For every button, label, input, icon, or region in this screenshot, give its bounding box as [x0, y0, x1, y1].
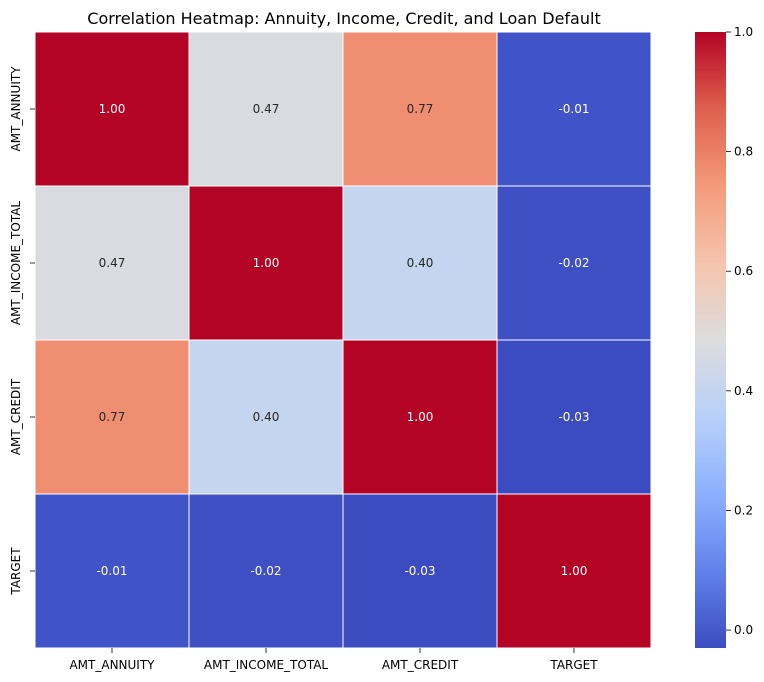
x-axis: AMT_ANNUITY AMT_INCOME_TOTAL AMT_CREDIT TAR… [69, 648, 598, 672]
colorbar-tick-label: 0.6 [734, 264, 753, 278]
cell-value-label: 0.40 [253, 410, 280, 424]
cell-value-label: -0.02 [250, 564, 281, 578]
cell-value-label: -0.01 [558, 102, 589, 116]
x-tick-label: TARGET [549, 658, 598, 672]
heatmap-cell [496, 493, 652, 649]
cell-value-label: -0.03 [558, 410, 589, 424]
cell-value-label: 1.00 [561, 564, 588, 578]
cell-value-label: 0.77 [407, 102, 434, 116]
heatmap-cell [188, 493, 344, 649]
cell-value-label: 0.47 [253, 102, 280, 116]
cell-value-label: -0.02 [558, 256, 589, 270]
colorbar-tick-label: 0.0 [734, 623, 753, 637]
heatmap-cell [188, 31, 344, 187]
heatmap-cell [342, 31, 498, 187]
cell-value-label: 1.00 [253, 256, 280, 270]
heatmap-cell [496, 185, 652, 341]
cell-value-label: 0.77 [99, 410, 126, 424]
heatmap-cell [496, 31, 652, 187]
colorbar-tick-label: 0.2 [734, 503, 753, 517]
y-tick-label: AMT_CREDIT [9, 378, 23, 455]
heatmap-cell [188, 339, 344, 495]
chart-title: Correlation Heatmap: Annuity, Income, Cr… [87, 9, 600, 28]
x-tick-label: AMT_ANNUITY [69, 658, 155, 672]
heatmap-cell [188, 185, 344, 341]
colorbar-gradient [695, 32, 726, 648]
cell-value-label: 0.40 [407, 256, 434, 270]
colorbar-tick-label: 1.0 [734, 25, 753, 39]
y-tick-label: AMT_INCOME_TOTAL [9, 201, 23, 326]
heatmap-cell [342, 493, 498, 649]
y-axis: AMT_ANNUITY AMT_INCOME_TOTAL AMT_CREDIT TAR… [9, 66, 35, 596]
colorbar-tick-label: 0.4 [734, 384, 753, 398]
heatmap-cell [496, 339, 652, 495]
heatmap-cell-labels: 1.00 0.47 0.77 -0.01 0.47 1.00 0.40 -0.02 0.77 0.… [96, 102, 589, 578]
cell-value-label: -0.03 [404, 564, 435, 578]
cell-value-label: 1.00 [99, 102, 126, 116]
x-tick-label: AMT_CREDIT [382, 658, 459, 672]
y-tick-label: TARGET [9, 547, 23, 596]
heatmap-cells [34, 31, 652, 649]
cell-value-label: -0.01 [96, 564, 127, 578]
cell-value-label: 1.00 [407, 410, 434, 424]
heatmap-cell [342, 185, 498, 341]
y-tick-label: AMT_ANNUITY [9, 66, 23, 152]
heatmap-cell [34, 493, 190, 649]
cell-value-label: 0.47 [99, 256, 126, 270]
heatmap-cell [34, 31, 190, 187]
heatmap-cell [34, 185, 190, 341]
x-tick-label: AMT_INCOME_TOTAL [204, 658, 329, 672]
colorbar: 0.0 0.2 0.4 0.6 0.8 1.0 [695, 25, 753, 648]
colorbar-tick-label: 0.8 [734, 145, 753, 159]
